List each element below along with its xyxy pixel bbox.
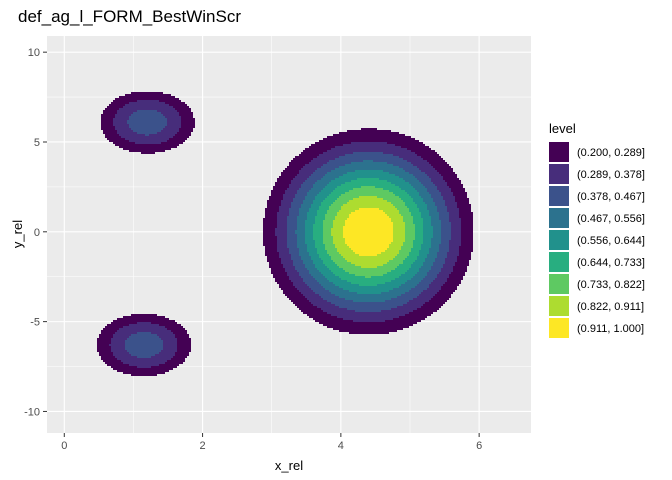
y-axis-title: y_rel xyxy=(10,220,25,248)
legend-key-6 xyxy=(549,274,569,294)
legend-key-5 xyxy=(549,252,569,272)
legend-label-4: (0.556, 0.644] xyxy=(577,235,645,247)
legend-label-0: (0.200, 0.289] xyxy=(577,147,645,159)
x-tick-label: 2 xyxy=(200,440,206,452)
y-axis: -10 -5 0 5 10 xyxy=(24,47,47,418)
x-tick-label: 6 xyxy=(476,440,482,452)
x-axis: 0 2 4 6 xyxy=(61,433,482,452)
legend: level (0.200, 0.289] (0.289, 0.378] (0.378… xyxy=(549,121,645,338)
legend-title: level xyxy=(549,121,576,136)
contour-band-1 xyxy=(109,100,461,368)
y-tick-label: 10 xyxy=(28,47,40,59)
legend-key-3 xyxy=(549,208,569,228)
legend-key-2 xyxy=(549,186,569,206)
legend-label-1: (0.289, 0.378] xyxy=(577,169,645,181)
x-tick-label: 0 xyxy=(61,440,67,452)
x-axis-title: x_rel xyxy=(275,458,303,473)
legend-label-8: (0.911, 1.000] xyxy=(577,323,644,335)
y-tick-label: -10 xyxy=(24,406,40,418)
legend-label-5: (0.644, 0.733] xyxy=(577,257,645,269)
plot-panel xyxy=(47,36,531,433)
legend-key-7 xyxy=(549,296,569,316)
y-tick-label: 0 xyxy=(34,227,40,239)
legend-key-0 xyxy=(549,142,569,162)
chart-title: def_ag_l_FORM_BestWinScr xyxy=(18,7,241,26)
contour-bands xyxy=(97,92,473,376)
x-tick-label: 4 xyxy=(338,440,344,452)
legend-label-2: (0.378, 0.467] xyxy=(577,191,645,203)
legend-label-3: (0.467, 0.556] xyxy=(577,213,645,225)
contour-band-2 xyxy=(125,110,451,358)
y-tick-label: -5 xyxy=(30,317,40,329)
contour-band-8 xyxy=(343,208,393,256)
y-tick-label: 5 xyxy=(34,137,40,149)
legend-key-8 xyxy=(549,318,569,338)
legend-label-6: (0.733, 0.822] xyxy=(577,279,645,291)
legend-label-7: (0.822, 0.911] xyxy=(577,301,644,313)
legend-key-1 xyxy=(549,164,569,184)
legend-key-4 xyxy=(549,230,569,250)
